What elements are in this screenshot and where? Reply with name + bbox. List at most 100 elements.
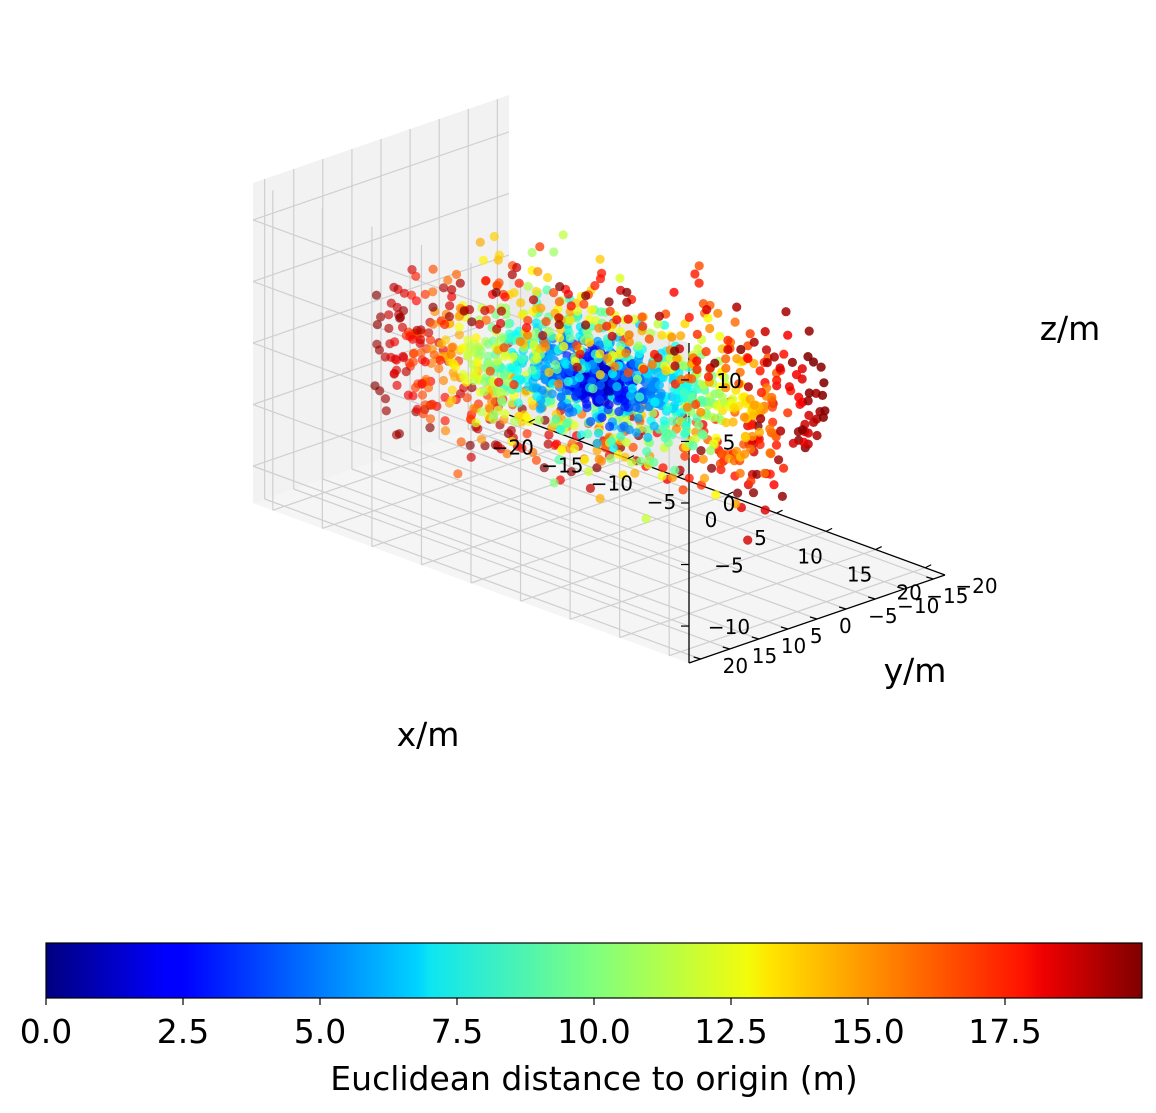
scatter-point (476, 346, 486, 356)
scatter-point (392, 380, 402, 390)
scatter-point (615, 273, 625, 283)
scatter-point (500, 351, 510, 361)
y-tick-mark (693, 656, 701, 660)
scatter-point (606, 436, 617, 446)
colorbar-tick-label: 2.5 (157, 1012, 209, 1051)
scatter-point (721, 354, 731, 364)
scatter-point (480, 305, 490, 316)
scatter-point (783, 408, 793, 418)
scatter-point (586, 416, 596, 427)
scatter-point (653, 319, 663, 329)
scatter-point (575, 349, 585, 359)
scatter-point (420, 400, 430, 410)
scatter-point (509, 416, 520, 426)
scatter-point (425, 414, 436, 424)
scatter-point (636, 456, 646, 466)
scatter-point (697, 429, 707, 439)
x-tick-label: 10 (797, 544, 822, 568)
scatter-point (458, 369, 468, 379)
scatter-point (484, 402, 494, 413)
y-tick-label: 20 (723, 654, 748, 678)
scatter-point (512, 262, 522, 273)
scatter-point (783, 330, 793, 340)
scatter-point (420, 357, 430, 367)
scatter-point (494, 377, 504, 387)
scatter-point (562, 419, 572, 429)
scatter-point (498, 332, 508, 343)
grid-y-floor (438, 438, 876, 600)
scatter-point (453, 469, 463, 479)
scatter-point (749, 337, 759, 347)
scatter-point (711, 433, 721, 443)
scatter-point (570, 444, 580, 454)
scatter-point (691, 434, 701, 444)
scatter-point (692, 329, 702, 339)
scatter-point (690, 269, 700, 279)
scatter-point (650, 397, 660, 407)
scatter-point (714, 388, 724, 399)
scatter-point (756, 414, 766, 424)
scatter-point (420, 289, 430, 299)
scatter-point (630, 468, 640, 478)
scatter-point (804, 410, 814, 420)
scatter-point (418, 409, 428, 419)
scatter-point (507, 363, 518, 373)
scatter-point (533, 267, 543, 277)
scatter-point (623, 314, 633, 324)
scatter-point (721, 363, 731, 373)
y-tick-label: −5 (868, 604, 897, 628)
x-tick-label: −20 (492, 435, 534, 459)
scatter-point (485, 366, 495, 376)
scatter-point (517, 310, 527, 320)
scatter-point (680, 451, 690, 461)
scatter-point (374, 345, 384, 355)
y-tick-label: 5 (810, 624, 823, 648)
scatter-point (595, 395, 605, 405)
scatter-point (582, 399, 592, 409)
scatter-point (532, 354, 542, 364)
scatter-point (428, 302, 438, 312)
scatter-point (610, 362, 620, 372)
grid-z-back (252, 465, 690, 627)
scatter-point (450, 372, 460, 382)
grid-y-floor (351, 468, 789, 630)
scatter-point (500, 409, 510, 419)
scatter-point (728, 417, 738, 427)
scatter-point (479, 386, 489, 397)
scatter-point (389, 282, 399, 292)
scatter-point (572, 362, 582, 372)
scatter-point (696, 407, 706, 417)
x-tick-label: 5 (754, 526, 767, 550)
scatter-point (539, 463, 549, 473)
scatter-point (493, 356, 503, 366)
scatter-point (712, 401, 722, 411)
scatter-point (707, 463, 717, 473)
scatter-point (661, 430, 671, 440)
scatter-point (443, 275, 453, 285)
scatter-point (597, 268, 607, 278)
colorbar-tick-label: 12.5 (694, 1012, 767, 1051)
scatter-point (399, 288, 409, 298)
scatter-point (543, 272, 553, 283)
scatter-point (592, 438, 602, 448)
scatter-point (384, 323, 394, 333)
grid-y-floor (380, 458, 818, 620)
scatter-point (497, 397, 507, 407)
scatter-point (541, 317, 551, 327)
scatter-point (602, 321, 612, 331)
scatter-point (409, 348, 419, 358)
scatter-point (417, 378, 427, 388)
scatter-point (440, 319, 450, 330)
scatter-point (732, 302, 742, 312)
scatter-point (594, 428, 604, 438)
x-tick-label: −10 (591, 472, 633, 496)
scatter-point (808, 357, 819, 367)
scatter-point (457, 343, 467, 353)
z-tick-label: −10 (708, 615, 750, 639)
scatter-point (690, 453, 701, 464)
scatter-point (656, 388, 666, 398)
scatter-point (462, 393, 472, 403)
scatter-point (535, 242, 545, 252)
scatter-point (730, 317, 740, 327)
scatter-point (622, 287, 632, 297)
